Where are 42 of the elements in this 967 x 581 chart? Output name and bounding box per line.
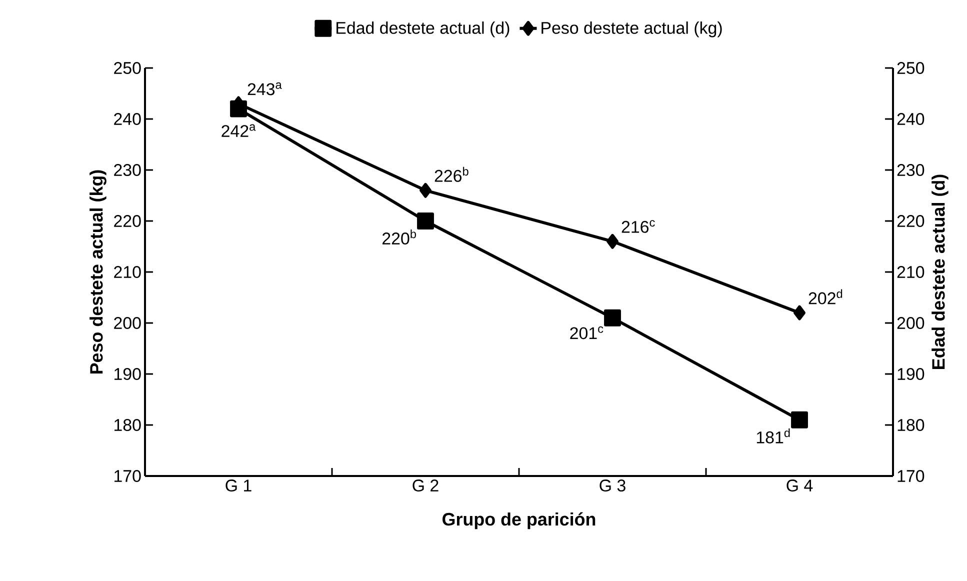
y2-tick-label: 180	[898, 419, 924, 431]
y2-tick-label: 230	[897, 164, 924, 176]
data-label: 226$^{b}$	[434, 166, 468, 182]
point	[604, 309, 621, 326]
point	[417, 212, 434, 230]
legend-label: Edad destete actual (d)	[336, 21, 510, 38]
x-tick-label: G 1	[226, 480, 252, 492]
point	[420, 182, 432, 198]
data-label: 242$^{a}$	[222, 124, 256, 137]
point	[791, 411, 808, 428]
data-label: 220$^{b}$	[382, 230, 416, 245]
data-label: 216$^{c}$	[622, 220, 655, 233]
y-tick-label: 240	[114, 113, 141, 126]
data-label: 181$^{d}$	[756, 428, 790, 444]
point	[230, 100, 247, 118]
y2-tick-label: 200	[897, 317, 924, 330]
y2-tick-label: 170	[898, 470, 924, 482]
y-tick-label: 180	[114, 419, 141, 431]
point	[606, 234, 618, 249]
data-label: 201$^{c}$	[570, 326, 604, 340]
x-axis-title: Grupo de parición	[442, 512, 596, 530]
y-tick-label: 230	[114, 164, 141, 176]
data-label: 243$^{a}$	[248, 82, 282, 96]
y2-tick-label: 190	[898, 368, 924, 380]
y2-tick-label: 220	[897, 215, 924, 228]
y2-tick-label: 210	[897, 266, 924, 278]
y-axis-title: Peso destete actual (kg)	[90, 170, 106, 374]
y-tick-label: 200	[114, 317, 141, 330]
x-tick-label: G 4	[786, 480, 813, 492]
y-tick-label: 250	[114, 62, 141, 74]
x-tick-label: G 2	[412, 480, 438, 492]
data-label: 202$^{d}$	[808, 289, 842, 304]
y2-tick-label: 250	[897, 62, 924, 74]
y2-tick-label: 240	[897, 113, 924, 126]
legend-label: Peso destete actual (kg)	[542, 21, 722, 38]
y-tick-label: 210	[114, 266, 141, 278]
y-tick-label: 220	[114, 215, 141, 228]
point	[794, 305, 806, 320]
y-tick-label: 170	[114, 470, 141, 482]
y2-axis-title: Edad destete actual (d)	[932, 174, 948, 369]
y-tick-label: 190	[114, 368, 141, 380]
x-tick-label: G 3	[600, 480, 626, 492]
